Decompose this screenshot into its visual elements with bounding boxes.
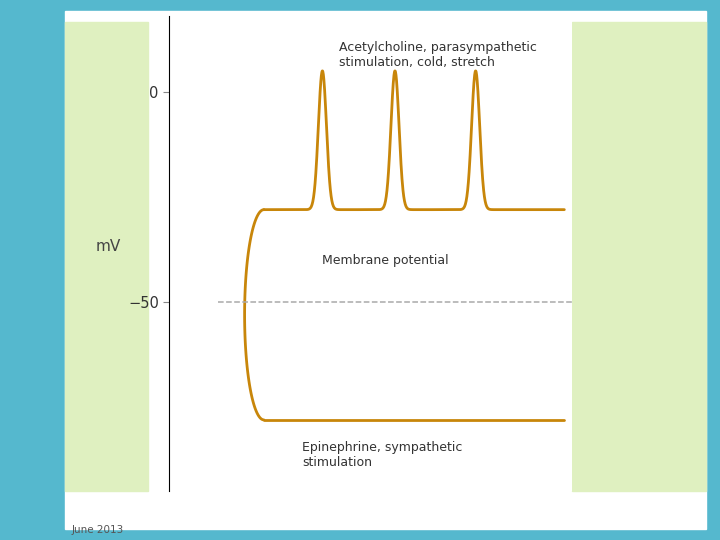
Text: Epinephrine, sympathetic
stimulation: Epinephrine, sympathetic stimulation — [302, 441, 463, 469]
Y-axis label: mV: mV — [96, 239, 121, 254]
Text: June 2013: June 2013 — [72, 525, 125, 535]
Text: Acetylcholine, parasympathetic
stimulation, cold, stretch: Acetylcholine, parasympathetic stimulati… — [338, 42, 536, 70]
Text: Membrane potential: Membrane potential — [323, 254, 449, 267]
